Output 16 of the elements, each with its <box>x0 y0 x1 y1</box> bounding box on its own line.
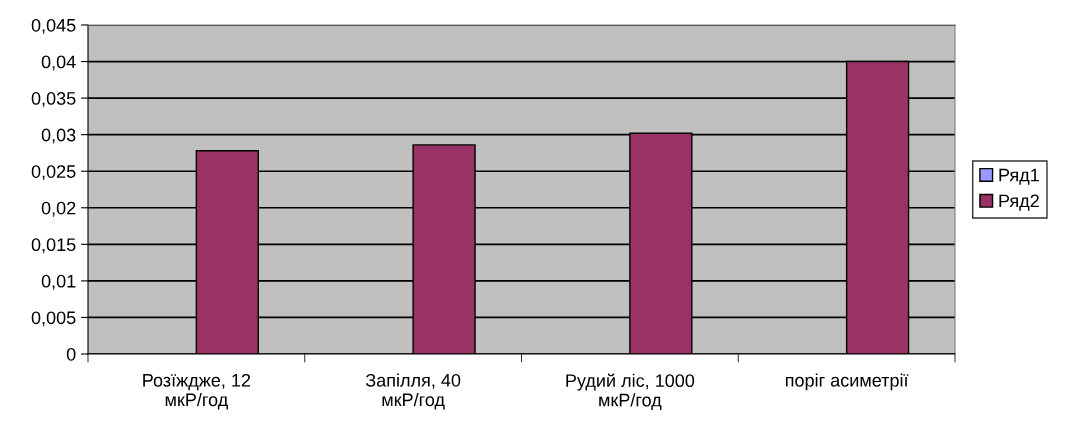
y-tick-label: 0,015 <box>31 238 76 254</box>
y-tick-label: 0,025 <box>31 165 76 181</box>
x-tick-label: поріг асиметрії <box>785 373 909 391</box>
legend-label: Ряд1 <box>999 168 1039 185</box>
y-tick-label: 0 <box>66 347 76 361</box>
y-tick-label: 0,04 <box>41 55 76 71</box>
y-tick-label: 0,035 <box>31 92 76 107</box>
y-tick-label: 0,02 <box>41 201 76 217</box>
x-tick-label: Рудий ліс, 1000 мкР/год <box>566 373 695 410</box>
x-tick-label: Розїждже, 12 мкР/год <box>143 373 251 410</box>
legend-label: Ряд2 <box>999 194 1039 211</box>
y-tick-label: 0,03 <box>41 128 76 144</box>
y-tick-label: 0,01 <box>41 274 76 290</box>
x-tick-label: Запілля, 40 мкР/год <box>365 373 461 410</box>
y-tick-label: 0,045 <box>31 18 76 34</box>
y-tick-label: 0,005 <box>31 311 76 327</box>
